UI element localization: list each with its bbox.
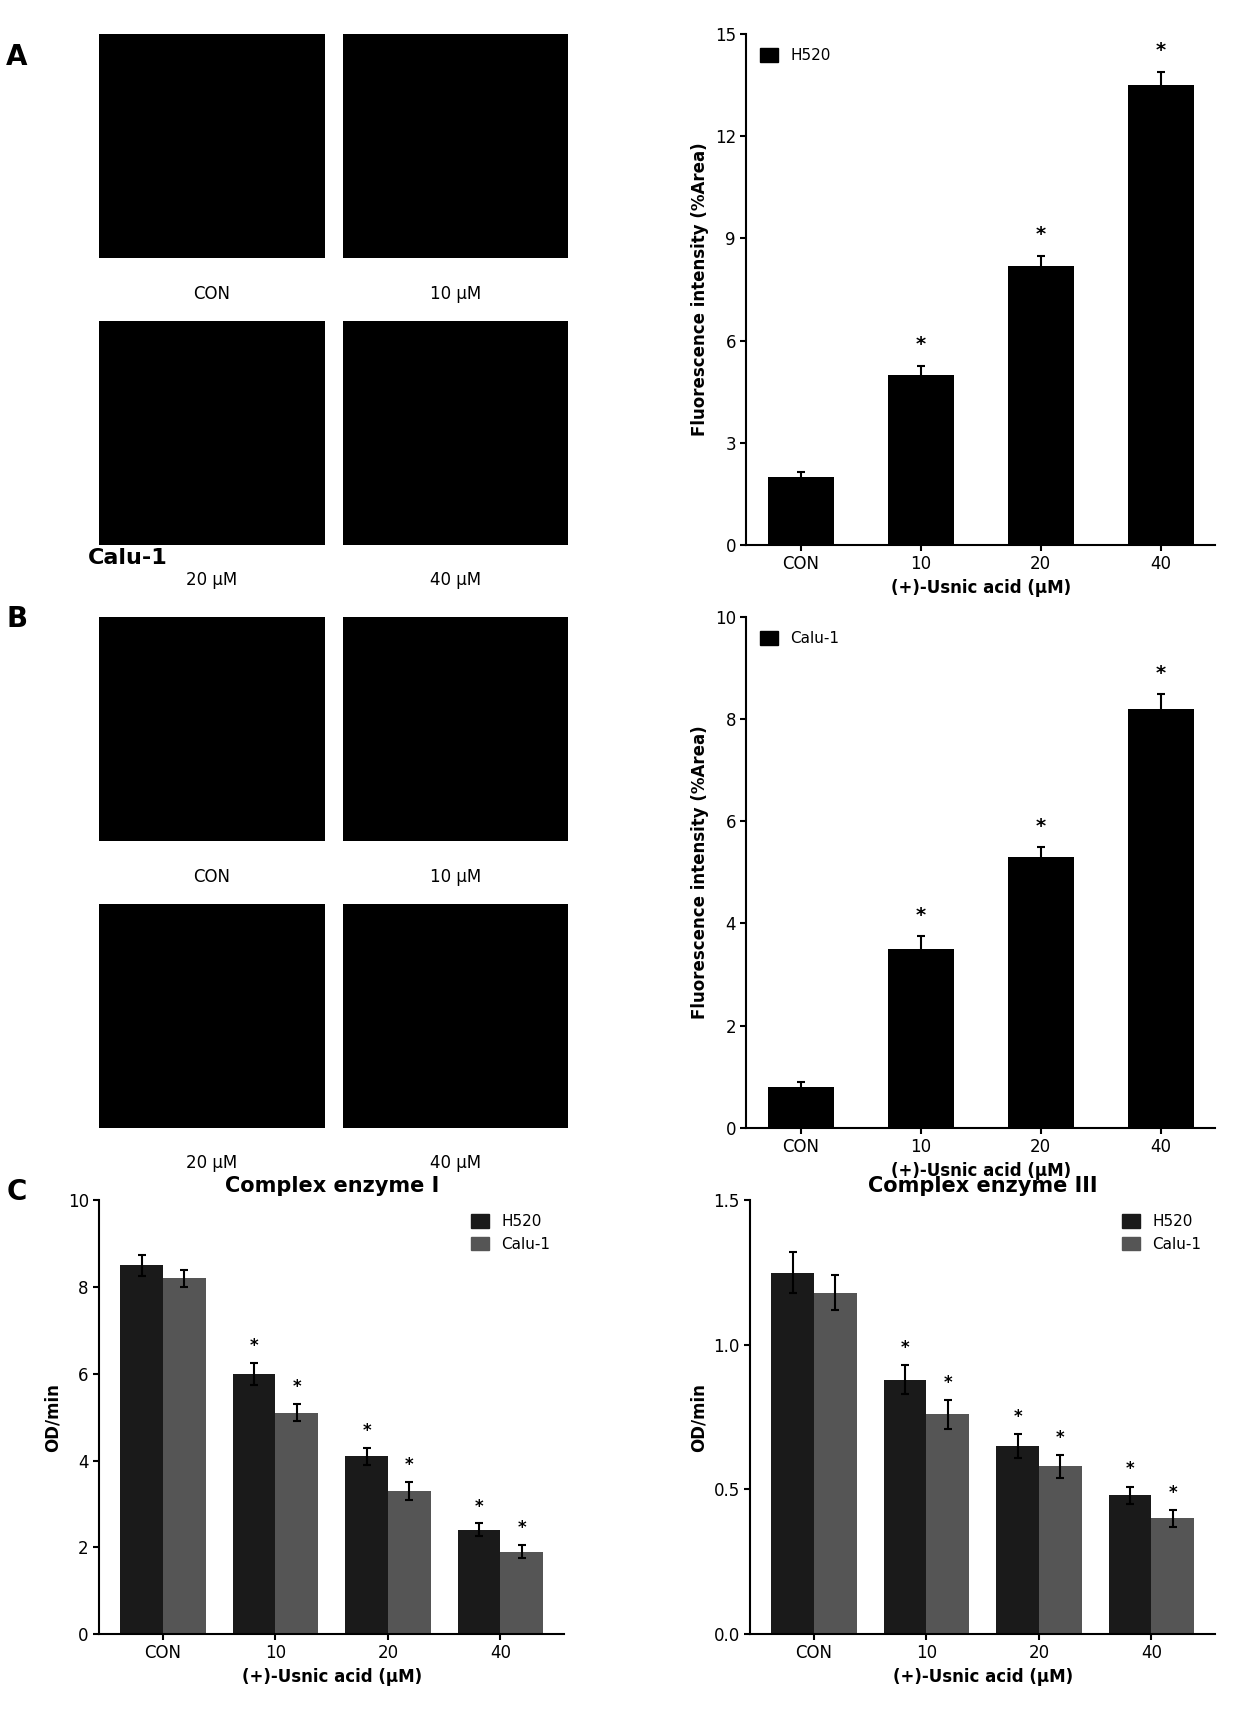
Bar xyxy=(1109,1495,1152,1634)
Text: *: * xyxy=(915,906,926,925)
Text: 20 μM: 20 μM xyxy=(186,571,238,590)
Bar xyxy=(501,1551,543,1634)
Text: *: * xyxy=(1035,225,1045,244)
Text: *: * xyxy=(1156,41,1166,60)
Bar xyxy=(884,1379,926,1634)
Text: *: * xyxy=(405,1457,414,1474)
Bar xyxy=(162,1278,206,1634)
Bar xyxy=(1128,86,1194,545)
Text: *: * xyxy=(249,1336,258,1355)
Text: *: * xyxy=(915,335,926,354)
Bar xyxy=(1008,265,1074,545)
Legend: H520, Calu-1: H520, Calu-1 xyxy=(1116,1207,1208,1257)
Text: *: * xyxy=(1168,1484,1177,1502)
Text: *: * xyxy=(944,1374,952,1391)
Text: C: C xyxy=(6,1178,26,1206)
Bar xyxy=(1008,857,1074,1128)
Bar xyxy=(345,1457,388,1634)
Text: A: A xyxy=(6,43,27,71)
Bar xyxy=(388,1491,430,1634)
X-axis label: (+)-Usnic acid (μM): (+)-Usnic acid (μM) xyxy=(890,578,1071,597)
Bar xyxy=(888,375,954,545)
Bar xyxy=(771,1273,813,1634)
Text: CON: CON xyxy=(193,869,231,886)
Y-axis label: OD/min: OD/min xyxy=(45,1383,62,1452)
Text: 10 μM: 10 μM xyxy=(430,286,481,303)
Text: *: * xyxy=(1013,1409,1022,1426)
X-axis label: (+)-Usnic acid (μM): (+)-Usnic acid (μM) xyxy=(893,1668,1073,1686)
Title: Complex enzyme I: Complex enzyme I xyxy=(224,1176,439,1195)
Text: 40 μM: 40 μM xyxy=(430,1154,481,1173)
Text: *: * xyxy=(1126,1460,1135,1479)
Y-axis label: OD/min: OD/min xyxy=(689,1383,708,1452)
Bar xyxy=(996,1447,1039,1634)
Bar xyxy=(768,1087,833,1128)
Text: *: * xyxy=(475,1498,484,1515)
Text: *: * xyxy=(293,1378,301,1397)
X-axis label: (+)-Usnic acid (μM): (+)-Usnic acid (μM) xyxy=(890,1161,1071,1180)
Bar xyxy=(926,1414,970,1634)
Text: Calu-1: Calu-1 xyxy=(88,549,167,568)
Text: CON: CON xyxy=(193,286,231,303)
Legend: H520: H520 xyxy=(754,41,837,69)
Bar xyxy=(1128,709,1194,1128)
Bar xyxy=(458,1529,501,1634)
X-axis label: (+)-Usnic acid (μM): (+)-Usnic acid (μM) xyxy=(242,1668,422,1686)
Bar xyxy=(768,476,833,545)
Text: *: * xyxy=(517,1519,526,1538)
Text: B: B xyxy=(6,605,27,633)
Text: *: * xyxy=(1035,817,1045,836)
Title: Complex enzyme III: Complex enzyme III xyxy=(868,1176,1097,1195)
Bar xyxy=(888,949,954,1128)
Bar xyxy=(1039,1467,1081,1634)
Y-axis label: Fluorescence intensity (%Area): Fluorescence intensity (%Area) xyxy=(691,143,709,437)
Bar xyxy=(275,1412,319,1634)
Bar xyxy=(120,1266,162,1634)
Bar xyxy=(813,1293,857,1634)
Text: *: * xyxy=(1156,664,1166,683)
Text: *: * xyxy=(362,1422,371,1440)
Text: *: * xyxy=(900,1338,909,1357)
Bar xyxy=(233,1374,275,1634)
Text: 20 μM: 20 μM xyxy=(186,1154,238,1173)
Legend: H520, Calu-1: H520, Calu-1 xyxy=(465,1207,557,1257)
Text: 40 μM: 40 μM xyxy=(430,571,481,590)
Bar xyxy=(1152,1519,1194,1634)
Legend: Calu-1: Calu-1 xyxy=(754,624,846,652)
Text: *: * xyxy=(1056,1429,1065,1447)
Y-axis label: Fluorescence intensity (%Area): Fluorescence intensity (%Area) xyxy=(691,726,709,1020)
Text: 10 μM: 10 μM xyxy=(430,869,481,886)
